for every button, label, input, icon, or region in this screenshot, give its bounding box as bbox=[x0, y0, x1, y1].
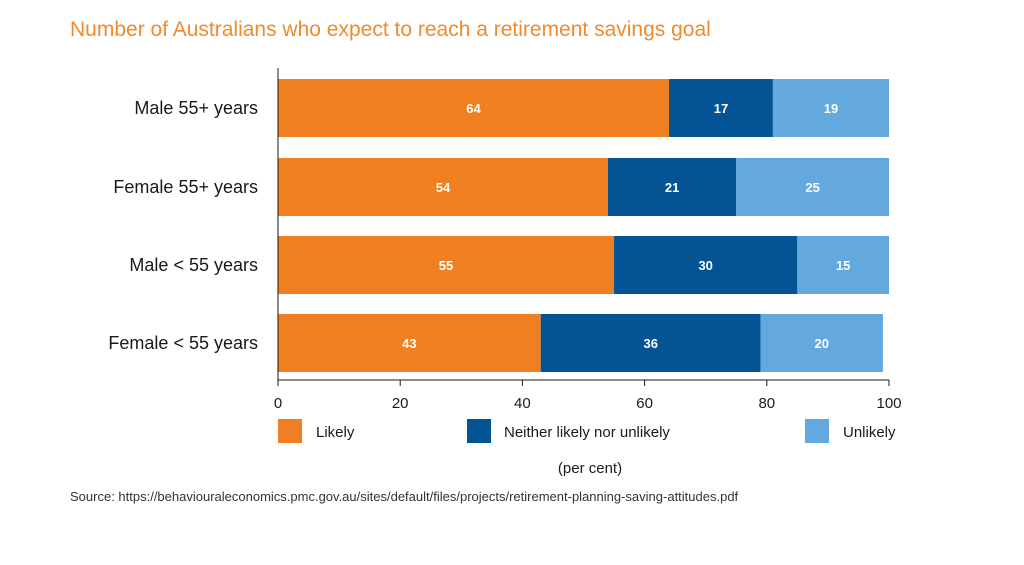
bar-segment-2-row-4 bbox=[540, 314, 761, 372]
legend-swatch bbox=[278, 419, 302, 443]
x-tick-label: 0 bbox=[274, 395, 282, 412]
x-axis: 0 20 40 60 80 100 bbox=[274, 68, 902, 412]
legend-swatch bbox=[805, 419, 829, 443]
bar-segment-3-row-1 bbox=[772, 79, 889, 137]
bar-value-label: 15 bbox=[836, 258, 850, 273]
x-axis-label: (per cent) bbox=[558, 460, 622, 477]
bars-group: 64 17 19 54 21 25 55 30 15 43 36 20 bbox=[278, 79, 889, 372]
bar-segment-3-row-3 bbox=[797, 236, 889, 294]
category-label: Male < 55 years bbox=[129, 255, 258, 275]
bar-value-label: 19 bbox=[824, 101, 838, 116]
bar-segment-1-row-4 bbox=[278, 314, 541, 372]
chart-title: Number of Australians who expect to reac… bbox=[70, 18, 711, 41]
bar-value-label: 17 bbox=[714, 101, 728, 116]
category-label: Female < 55 years bbox=[108, 333, 258, 353]
bar-value-label: 54 bbox=[436, 180, 451, 195]
category-label: Female 55+ years bbox=[113, 177, 258, 197]
bar-value-label: 21 bbox=[665, 180, 679, 195]
legend-label: Likely bbox=[316, 424, 355, 441]
x-tick-label: 100 bbox=[876, 395, 901, 412]
bar-segment-2-row-2 bbox=[607, 158, 737, 216]
bar-value-label: 36 bbox=[643, 336, 657, 351]
bar-value-label: 30 bbox=[698, 258, 712, 273]
bar-segment-3-row-4 bbox=[760, 314, 883, 372]
bar-segment-2-row-3 bbox=[614, 236, 798, 294]
bar-value-label: 55 bbox=[439, 258, 453, 273]
bar-value-label: 43 bbox=[402, 336, 416, 351]
legend-label: Unlikely bbox=[843, 424, 896, 441]
bar-value-label: 25 bbox=[805, 180, 819, 195]
category-labels: Male 55+ years Female 55+ years Male < 55 … bbox=[108, 98, 258, 353]
bar-segment-2-row-1 bbox=[669, 79, 773, 137]
x-tick-label: 60 bbox=[636, 395, 653, 412]
bar-segment-1-row-1 bbox=[278, 79, 670, 137]
bar-segment-1-row-3 bbox=[278, 236, 615, 294]
legend-swatch bbox=[467, 419, 491, 443]
bar-segment-1-row-2 bbox=[278, 158, 608, 216]
x-tick-label: 80 bbox=[758, 395, 775, 412]
bar-value-label: 64 bbox=[466, 101, 481, 116]
bar-segment-3-row-2 bbox=[736, 158, 889, 216]
x-tick-label: 40 bbox=[514, 395, 531, 412]
x-tick-label: 20 bbox=[392, 395, 409, 412]
category-label: Male 55+ years bbox=[134, 98, 258, 118]
legend-label: Neither likely nor unlikely bbox=[504, 424, 670, 441]
legend: Likely Neither likely nor unlikely Unlikel… bbox=[278, 419, 896, 443]
bar-value-label: 20 bbox=[815, 336, 829, 351]
source-note: Source: https://behaviouraleconomics.pmc… bbox=[70, 489, 739, 504]
